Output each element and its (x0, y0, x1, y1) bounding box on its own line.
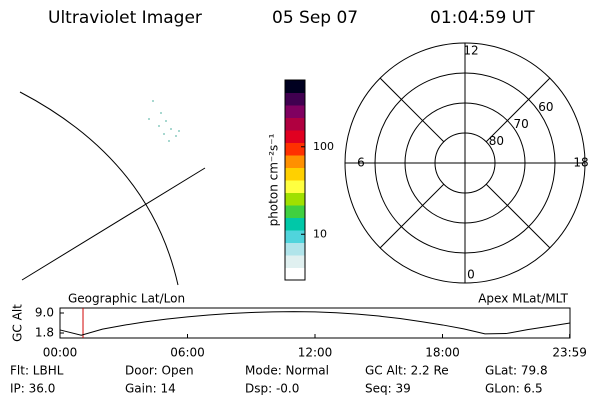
status-field: Door: Open (125, 364, 194, 378)
color-band (285, 255, 305, 268)
altitude-plot: GC Alt Geographic Lat/Lon Apex MLat/MLT 1.8… (11, 292, 587, 360)
date: 05 Sep 07 (272, 8, 358, 28)
panel-label: Apex MLat/MLT (478, 292, 568, 306)
status-field: Seq: 39 (365, 382, 411, 396)
status-field: Mode: Normal (245, 364, 329, 378)
mlt-label: 18 (573, 156, 588, 170)
status-field: Dsp: -0.0 (245, 382, 299, 396)
color-band (285, 142, 305, 156)
earth-limb (19, 91, 179, 286)
colorbar: 10 100 (284, 79, 334, 281)
colorbar-label: photon cm⁻²s⁻¹ (267, 133, 281, 226)
emission-dots (148, 100, 180, 142)
tick-label: 10 (313, 227, 327, 240)
status-field: Flt: LBHL (10, 364, 64, 378)
status-field: GC Alt: 2.2 Re (365, 364, 449, 378)
lat-label: 70 (513, 117, 528, 131)
x-tick-label: 12:00 (298, 346, 333, 360)
grid-line (21, 167, 206, 281)
mlt-label: 6 (357, 156, 365, 170)
x-tick-label: 00:00 (43, 346, 78, 360)
color-band (285, 180, 305, 193)
y-axis-label: GC Alt (11, 304, 25, 342)
status-field: GLat: 79.8 (485, 364, 548, 378)
status-field: IP: 36.0 (10, 382, 55, 396)
status-bar: Flt: LBHL Door: Open Mode: Normal GC Alt: 2… (10, 364, 548, 396)
color-band (285, 117, 305, 131)
time: 01:04:59 UT (430, 8, 535, 28)
title: Ultraviolet Imager (48, 8, 202, 28)
color-band (285, 92, 305, 106)
color-band (285, 167, 305, 181)
color-band (285, 205, 305, 218)
x-tick-label: 18:00 (425, 346, 460, 360)
color-band (285, 267, 305, 281)
lat-label: 60 (538, 100, 553, 114)
mlt-label: 12 (463, 44, 478, 58)
diagonal-line (379, 77, 445, 143)
color-band (285, 130, 305, 143)
diagonal-line (485, 183, 551, 249)
color-band (285, 155, 305, 168)
mlt-label: 0 (467, 268, 475, 282)
y-tick-label: 1.8 (35, 326, 54, 340)
diagonal-line (379, 183, 445, 249)
colorbar-frame (284, 79, 306, 281)
diagonal-line (485, 77, 551, 143)
altitude-line (59, 311, 571, 336)
tick-label: 100 (313, 140, 334, 153)
color-band (285, 105, 305, 118)
y-tick-label: 9.0 (35, 306, 54, 320)
color-band (285, 230, 305, 243)
x-tick-label: 23:59 (552, 346, 587, 360)
x-tick-label: 06:00 (170, 346, 205, 360)
status-field: Gain: 14 (125, 382, 176, 396)
color-band (285, 217, 305, 231)
color-band (285, 80, 305, 93)
image-panel (19, 91, 206, 286)
color-band (285, 192, 305, 206)
lat-label: 80 (489, 134, 504, 148)
color-band (285, 242, 305, 256)
panel-label: Geographic Lat/Lon (68, 292, 185, 306)
status-field: GLon: 6.5 (485, 382, 543, 396)
